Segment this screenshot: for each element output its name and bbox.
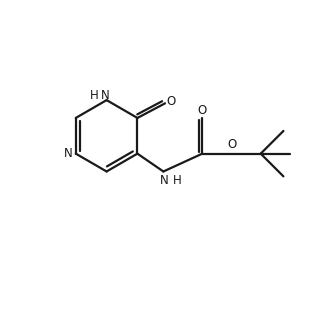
Text: N: N <box>160 174 169 187</box>
Text: O: O <box>166 95 176 108</box>
Text: H: H <box>90 89 99 102</box>
Text: N: N <box>101 89 109 102</box>
Text: H: H <box>173 174 182 187</box>
Text: O: O <box>197 104 206 117</box>
Text: O: O <box>227 138 236 151</box>
Text: N: N <box>64 147 73 160</box>
